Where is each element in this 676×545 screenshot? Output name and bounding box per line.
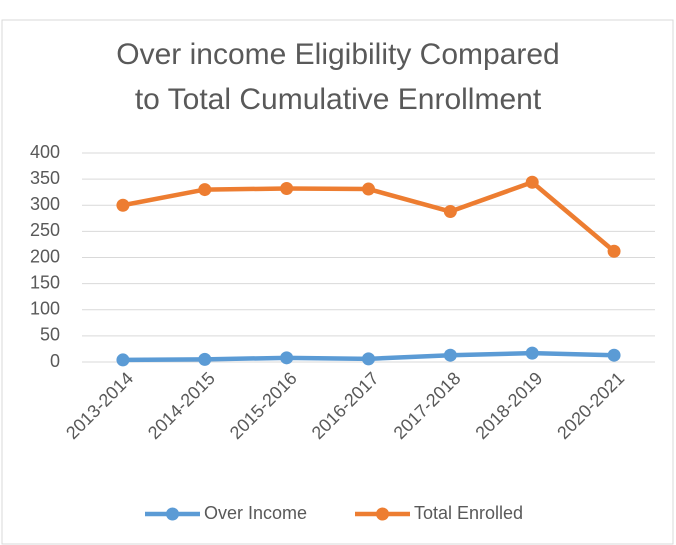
y-tick-label: 150 xyxy=(30,272,60,292)
legend-marker xyxy=(166,507,179,521)
legend-label: Over Income xyxy=(204,503,307,523)
legend-marker xyxy=(376,507,389,521)
y-tick-label: 250 xyxy=(30,220,60,240)
y-tick-label: 350 xyxy=(30,168,60,188)
y-tick-label: 300 xyxy=(30,194,60,214)
point xyxy=(443,205,457,219)
y-tick-label: 50 xyxy=(40,325,60,345)
point xyxy=(607,348,621,362)
point xyxy=(362,352,375,366)
chart-frame xyxy=(1,19,674,545)
point xyxy=(443,348,457,362)
point xyxy=(198,183,212,197)
point xyxy=(198,352,212,366)
point xyxy=(362,182,375,196)
point xyxy=(116,198,130,212)
point xyxy=(525,175,539,189)
point xyxy=(280,351,294,365)
point xyxy=(116,353,130,367)
point xyxy=(280,182,294,196)
legend-label: Total Enrolled xyxy=(414,503,523,523)
point xyxy=(525,346,539,360)
y-tick-label: 400 xyxy=(30,142,60,162)
y-tick-label: 200 xyxy=(30,246,60,266)
chart-title: Over income Eligibility Compared xyxy=(116,38,560,71)
y-tick-label: 0 xyxy=(50,351,60,371)
y-tick-label: 100 xyxy=(30,299,60,319)
chart-title: to Total Cumulative Enrollment xyxy=(135,83,542,116)
point xyxy=(607,244,621,258)
